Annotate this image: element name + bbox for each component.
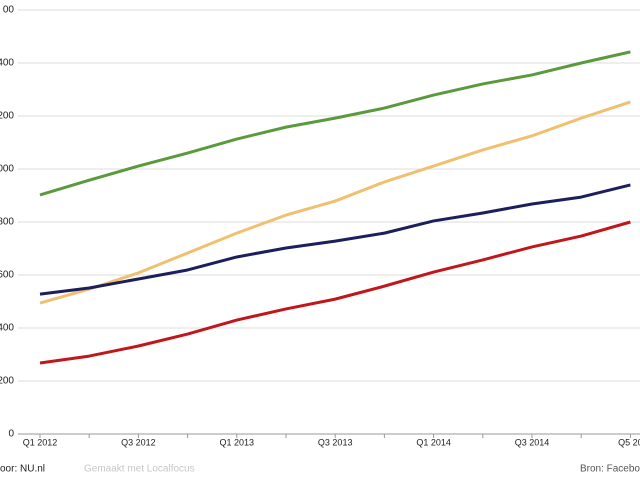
x-tick-label: Q3 2012 (121, 437, 156, 447)
x-tick-label: Q1 2013 (220, 437, 255, 447)
x-tick-label: Q1 2014 (416, 437, 451, 447)
series-line (39, 183, 631, 296)
y-tick-label: 0 (8, 429, 14, 440)
y-tick-label: 200 (0, 376, 14, 387)
x-tick-label: Q3 2013 (318, 437, 353, 447)
x-tick-label: Q5 20 (618, 437, 640, 447)
y-tick-label: 600 (0, 270, 14, 281)
y-tick-label: 800 (0, 217, 14, 228)
x-tick-label: Q1 2012 (23, 437, 58, 447)
y-tick-label: 400 (0, 323, 14, 334)
made-with: Gemaakt met Localfocus (84, 464, 195, 475)
x-tick-label: Q3 2014 (515, 437, 550, 447)
series-line (39, 220, 631, 365)
series-line (39, 100, 631, 305)
y-tick-label: 00 (3, 5, 15, 16)
y-tick-label: 200 (0, 111, 14, 122)
y-tick-label: 000 (0, 164, 14, 175)
credit: oor: NU.nl (0, 464, 45, 475)
series-line (39, 50, 631, 197)
y-tick-label: 400 (0, 58, 14, 69)
source: Bron: Facebo (580, 464, 640, 475)
